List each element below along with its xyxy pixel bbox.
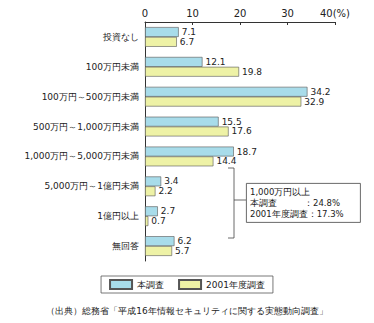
svg-text:10: 10 [186, 8, 199, 19]
svg-text:0.7: 0.7 [151, 216, 165, 226]
svg-text:100万円未満: 100万円未満 [86, 62, 139, 72]
svg-text:6.2: 6.2 [177, 236, 191, 246]
svg-text:17.6: 17.6 [232, 126, 252, 136]
svg-text:0: 0 [142, 8, 148, 19]
svg-text:30: 30 [281, 8, 294, 19]
svg-text:1億円以上: 1億円以上 [97, 211, 139, 221]
svg-text:無回答: 無回答 [112, 241, 139, 251]
svg-text:投資なし: 投資なし [102, 32, 139, 42]
svg-text:7.1: 7.1 [182, 27, 196, 37]
svg-text:34.2: 34.2 [310, 87, 330, 97]
svg-text:18.7: 18.7 [237, 147, 257, 157]
svg-text:500万円～1,000万円未満: 500万円～1,000万円未満 [33, 122, 139, 132]
svg-text:本調査 ：24.8%: 本調査 ：24.8% [250, 198, 340, 208]
svg-text:20: 20 [234, 8, 247, 19]
svg-text:3.4: 3.4 [164, 176, 179, 186]
svg-text:2001年度調査: 2001年度調査 [206, 280, 265, 290]
svg-text:（出典）総務省「平成16年情報セキュリティに関する実態動向調: （出典）総務省「平成16年情報セキュリティに関する実態動向調査」 [46, 306, 327, 316]
svg-text:5.7: 5.7 [175, 246, 189, 256]
svg-text:1,000万円以上: 1,000万円以上 [250, 187, 310, 197]
svg-text:6.7: 6.7 [180, 37, 194, 47]
svg-text:19.8: 19.8 [242, 67, 262, 77]
svg-text:2.2: 2.2 [158, 186, 172, 196]
svg-text:15.5: 15.5 [222, 117, 242, 127]
svg-text:2001年度調査：17.3%: 2001年度調査：17.3% [250, 209, 344, 219]
svg-text:2.7: 2.7 [161, 206, 175, 216]
svg-text:本調査: 本調査 [137, 280, 164, 290]
svg-text:1,000万円～5,000万円未満: 1,000万円～5,000万円未満 [24, 151, 139, 161]
svg-text:14.4: 14.4 [216, 156, 236, 166]
svg-text:32.9: 32.9 [304, 97, 324, 107]
svg-text:40(%): 40(%) [320, 8, 350, 19]
svg-text:12.1: 12.1 [205, 57, 225, 67]
svg-text:100万円～500万円未満: 100万円～500万円未満 [42, 92, 139, 102]
svg-text:5,000万円～1億円未満: 5,000万円～1億円未満 [45, 181, 140, 191]
